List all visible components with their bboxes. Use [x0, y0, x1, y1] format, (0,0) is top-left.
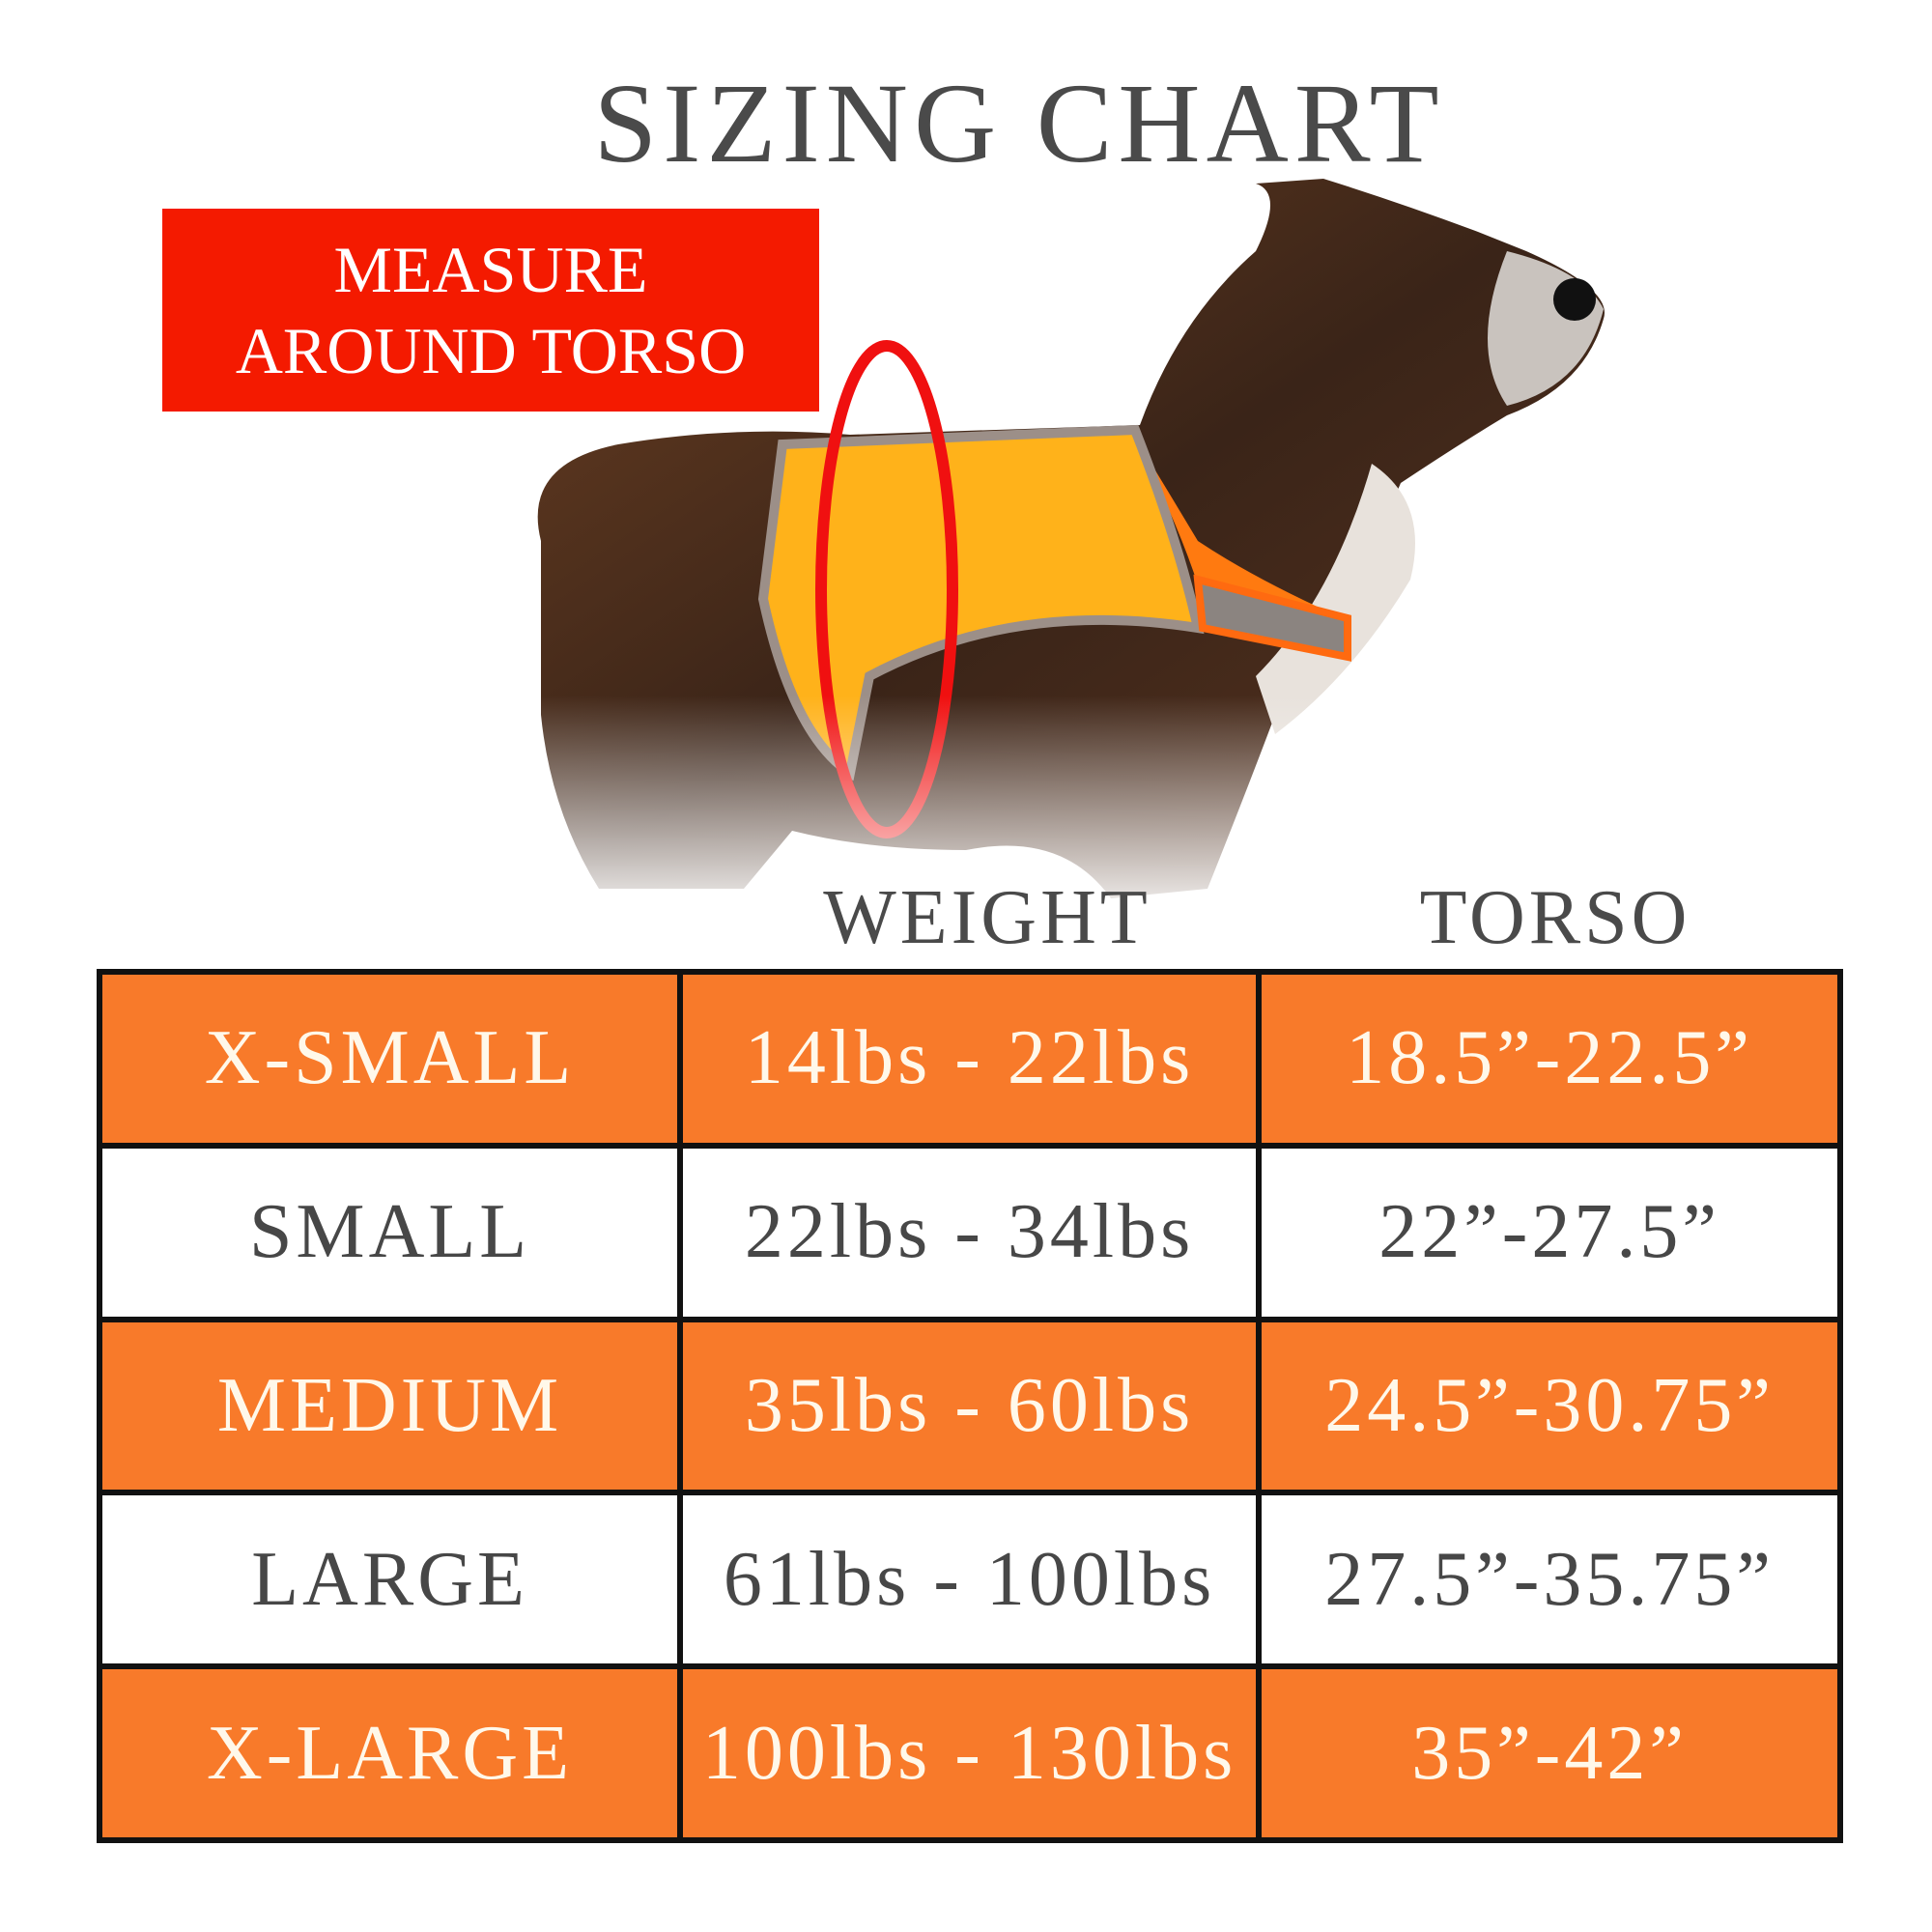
cell-torso: 22”-27.5”: [1256, 1142, 1843, 1322]
cell-size: X-SMALL: [96, 969, 684, 1149]
cell-weight: 61lbs - 100lbs: [677, 1490, 1263, 1670]
cell-torso: 24.5”-30.75”: [1256, 1316, 1843, 1496]
cell-size: LARGE: [96, 1490, 684, 1670]
cell-weight: 22lbs - 34lbs: [677, 1142, 1263, 1322]
column-header-weight: WEIGHT: [823, 875, 1151, 960]
cell-weight: 35lbs - 60lbs: [677, 1316, 1263, 1496]
vest-panel: [757, 424, 1205, 781]
cell-torso: 27.5”-35.75”: [1256, 1490, 1843, 1670]
table-row: LARGE 61lbs - 100lbs 27.5”-35.75”: [96, 1490, 1843, 1670]
cell-weight: 100lbs - 130lbs: [677, 1663, 1263, 1843]
measure-instruction-box: MEASURE AROUND TORSO: [162, 209, 819, 412]
dog-muzzle: [1488, 251, 1604, 406]
measure-line-1: MEASURE: [333, 233, 648, 306]
table-row: MEDIUM 35lbs - 60lbs 24.5”-30.75”: [96, 1316, 1843, 1496]
dog-nose: [1553, 278, 1596, 321]
vest: [773, 430, 1343, 657]
cell-weight: 14lbs - 22lbs: [677, 969, 1263, 1149]
cell-size: MEDIUM: [96, 1316, 684, 1496]
column-header-torso: TORSO: [1419, 875, 1691, 960]
measure-line-2: AROUND TORSO: [235, 314, 747, 387]
cell-size: SMALL: [96, 1142, 684, 1322]
cell-torso: 18.5”-22.5”: [1256, 969, 1843, 1149]
page-title: SIZING CHART: [593, 60, 1445, 186]
vest-strap: [1193, 574, 1351, 662]
cell-size: X-LARGE: [96, 1663, 684, 1843]
sizing-table: X-SMALL 14lbs - 22lbs 18.5”-22.5” SMALL 22lb…: [96, 969, 1843, 1843]
dog-chest: [1256, 464, 1415, 734]
table-row: SMALL 22lbs - 34lbs 22”-27.5”: [96, 1142, 1843, 1322]
cell-torso: 35”-42”: [1256, 1663, 1843, 1843]
table-row: X-SMALL 14lbs - 22lbs 18.5”-22.5”: [96, 969, 1843, 1149]
table-row: X-LARGE 100lbs - 130lbs 35”-42”: [96, 1663, 1843, 1843]
measure-ring: [815, 340, 958, 838]
